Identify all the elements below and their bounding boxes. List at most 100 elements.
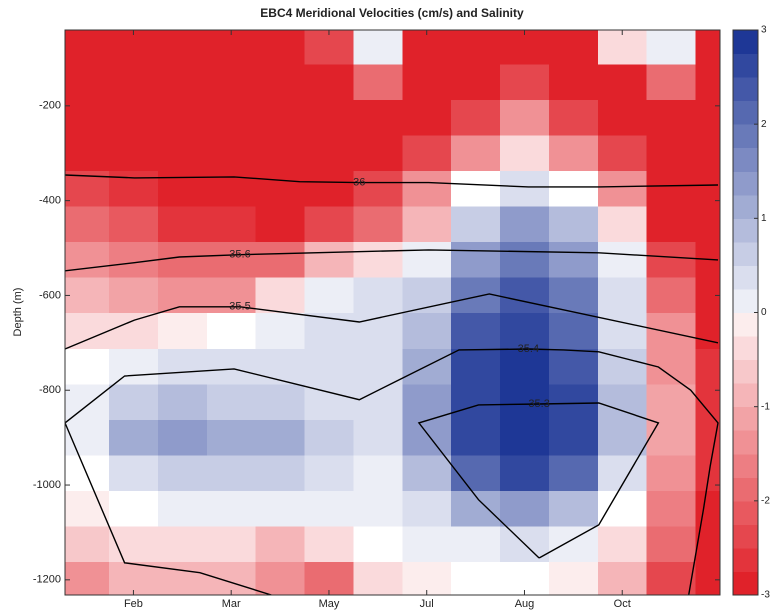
field-cell <box>597 206 648 243</box>
field-cell <box>646 313 697 350</box>
field-cell <box>65 348 110 385</box>
field-cell <box>500 455 550 492</box>
field-cell <box>206 562 257 595</box>
field-cell <box>353 313 403 350</box>
salinity-contour <box>65 174 719 188</box>
field-cell <box>353 526 403 563</box>
field-cell <box>157 206 208 243</box>
field-cell <box>646 99 697 137</box>
field-cell <box>597 242 648 279</box>
field-cell <box>597 490 648 528</box>
field-cell <box>304 135 354 172</box>
x-tick-label: May <box>319 598 340 610</box>
field-cell <box>646 30 697 65</box>
field-cell <box>255 348 306 385</box>
field-cell <box>206 348 257 385</box>
field-cell <box>597 99 648 137</box>
field-cell <box>500 99 550 137</box>
field-cell <box>500 171 550 208</box>
field-cell <box>353 135 403 172</box>
colorbar-band <box>733 359 758 384</box>
field-cell <box>157 30 208 65</box>
field-cell <box>451 526 501 563</box>
field-cell <box>402 99 452 137</box>
colorbar-band <box>733 547 758 572</box>
field-cell <box>646 562 697 595</box>
field-cell <box>255 64 306 101</box>
colorbar-tick-label: -1 <box>761 401 770 412</box>
field-cell <box>157 455 208 492</box>
field-cell <box>548 30 599 65</box>
field-cell <box>108 171 159 208</box>
field-cell <box>500 135 550 172</box>
field-cell <box>304 171 354 208</box>
field-cell <box>65 30 110 65</box>
field-cell <box>402 419 452 457</box>
field-cell <box>255 384 306 421</box>
plot-frame <box>64 29 721 596</box>
field-cell <box>646 419 697 457</box>
contour-label: 35.6 <box>229 249 250 261</box>
field-cell <box>451 135 501 172</box>
field-cell <box>451 384 501 421</box>
field-cell <box>65 384 110 421</box>
colorbar-band <box>733 383 758 408</box>
field-cell <box>500 348 550 385</box>
colorbar-band <box>733 453 758 478</box>
field-cell <box>206 64 257 101</box>
field-cell <box>108 30 159 65</box>
field-cell <box>402 490 452 528</box>
field-cell <box>597 526 648 563</box>
colorbar-band <box>733 312 758 337</box>
field-cell <box>304 206 354 243</box>
field-cell <box>548 206 599 243</box>
field-cell <box>500 277 550 314</box>
field-cell <box>695 206 720 243</box>
y-tick-label: -1000 <box>33 479 61 491</box>
colorbar-band <box>733 124 758 149</box>
field-cell <box>597 455 648 492</box>
field-cell <box>206 526 257 563</box>
field-cell <box>646 490 697 528</box>
field-cell <box>353 562 403 595</box>
field-cell <box>157 526 208 563</box>
field-cell <box>548 526 599 563</box>
contour-label: 35.3 <box>528 398 549 410</box>
field-cell <box>646 171 697 208</box>
field-cell <box>65 242 110 279</box>
colorbar-band <box>733 30 758 55</box>
field-cell <box>695 135 720 172</box>
field-cell <box>597 277 648 314</box>
contour-label: 35.4 <box>518 343 539 355</box>
field-cell <box>157 562 208 595</box>
field-cell <box>451 242 501 279</box>
field-cell <box>353 348 403 385</box>
field-cell <box>695 490 720 528</box>
field-cell <box>108 135 159 172</box>
field-cell <box>597 419 648 457</box>
field-cell <box>353 64 403 101</box>
contour-label: 35.5 <box>229 301 250 313</box>
field-cell <box>108 277 159 314</box>
field-cell <box>402 171 452 208</box>
field-cell <box>548 99 599 137</box>
field-cell <box>206 99 257 137</box>
field-cell <box>157 313 208 350</box>
field-cell <box>451 348 501 385</box>
field-cell <box>451 455 501 492</box>
colorbar-tick-label: -3 <box>761 590 770 601</box>
field-cell <box>548 562 599 595</box>
contour-label: 36 <box>353 177 365 189</box>
field-cell <box>65 206 110 243</box>
field-cell <box>157 277 208 314</box>
field-cell <box>402 64 452 101</box>
colorbar-band <box>733 500 758 525</box>
field-cell <box>548 348 599 385</box>
field-cell <box>695 348 720 385</box>
field-cell <box>353 419 403 457</box>
field-cell <box>402 242 452 279</box>
field-cell <box>255 277 306 314</box>
field-cell <box>206 384 257 421</box>
field-cell <box>451 562 501 595</box>
